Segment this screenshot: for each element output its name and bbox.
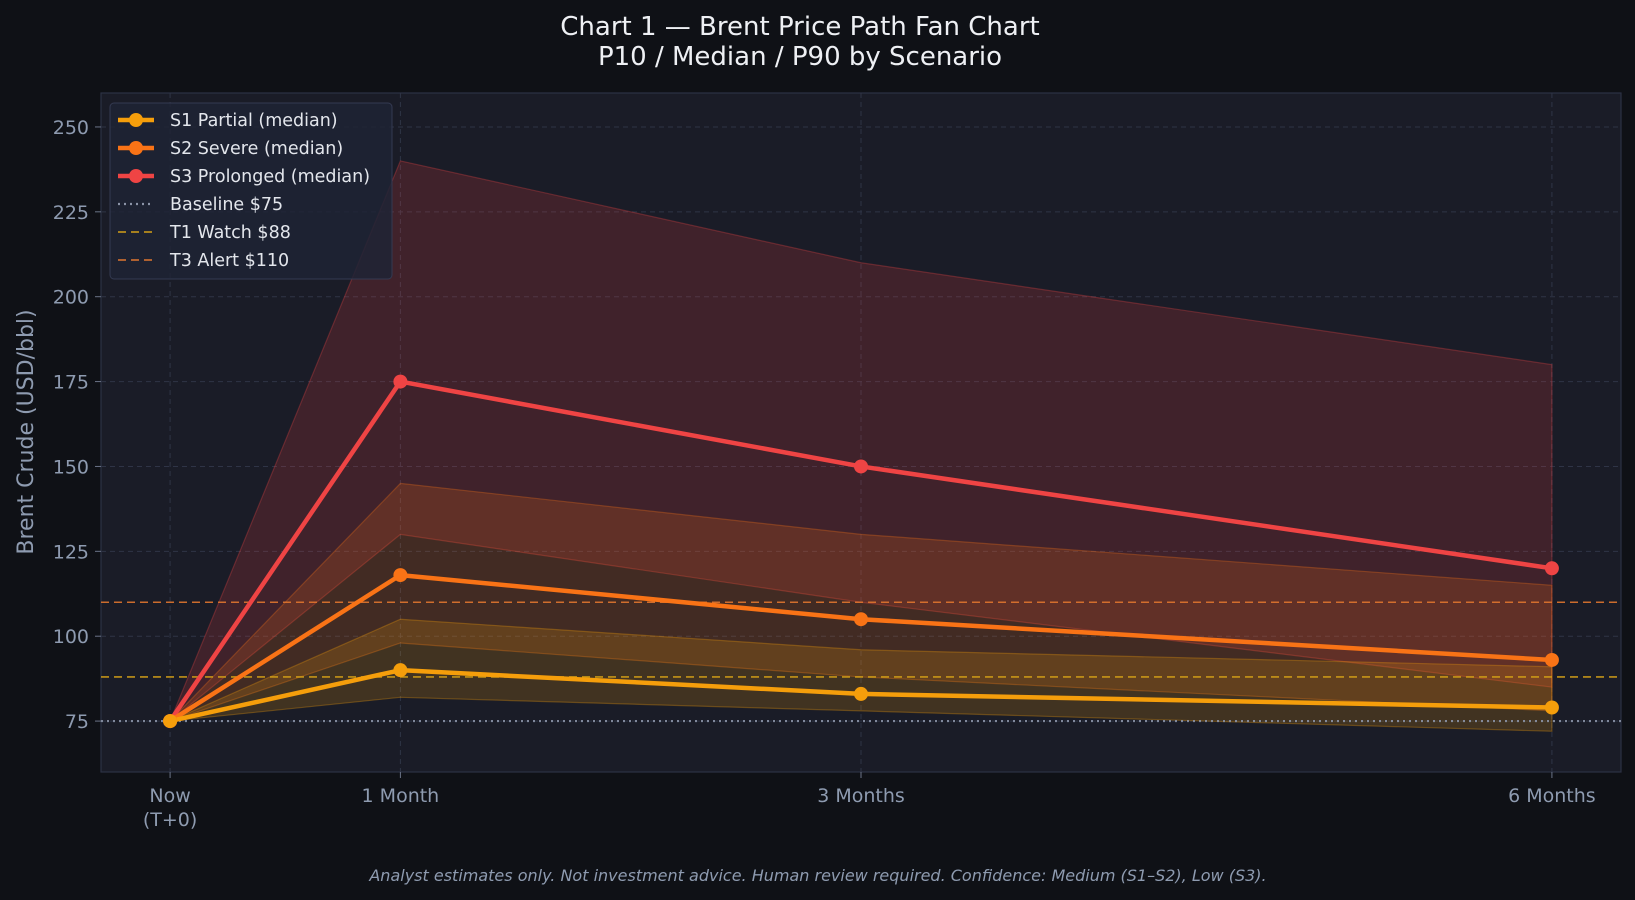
legend-label: T3 Alert $110	[169, 251, 289, 271]
median-point	[393, 374, 408, 389]
legend-swatch-marker	[129, 113, 143, 127]
y-tick-label: 225	[53, 202, 89, 224]
legend-label: S1 Partial (median)	[170, 111, 338, 131]
median-point	[854, 612, 868, 627]
legend-items: S1 Partial (median) S2 Severe (median) S3 …	[118, 111, 370, 271]
y-axis-label: Brent Crude (USD/bbl)	[14, 309, 39, 554]
median-lines	[163, 374, 1559, 729]
median-point	[393, 663, 408, 678]
x-tick-label: (T+0)	[143, 809, 197, 831]
y-tick-label: 200	[53, 287, 89, 309]
median-point	[854, 686, 868, 701]
p10-p90-band	[169, 618, 1553, 732]
legend-label: Baseline $75	[170, 195, 283, 215]
chart-title: Chart 1 — Brent Price Path Fan Chart	[560, 12, 1039, 42]
median-point	[1544, 700, 1559, 715]
footnote: Analyst estimates only. Not investment a…	[368, 866, 1266, 885]
y-tick-label: 150	[53, 456, 89, 478]
legend-box	[109, 102, 393, 280]
legend-label: S2 Severe (median)	[170, 139, 343, 159]
median-line	[167, 379, 1555, 724]
legend-swatch-marker	[129, 141, 143, 155]
p10-p90-band	[169, 160, 1553, 722]
y-tick-label: 250	[53, 117, 89, 139]
median-point	[1544, 561, 1559, 576]
legend-swatch-marker	[129, 169, 143, 183]
median-line	[167, 667, 1555, 724]
y-tick-label: 100	[53, 626, 89, 648]
x-tick-label: 6 Months	[1508, 785, 1596, 807]
x-tick-label: Now	[149, 785, 190, 807]
y-tick-label: 125	[53, 541, 89, 563]
legend: S1 Partial (median) S2 Severe (median) S3 …	[109, 102, 393, 280]
median-point	[854, 459, 868, 474]
median-point	[1544, 652, 1559, 667]
legend-label: S3 Prolonged (median)	[170, 167, 370, 187]
y-tick-label: 175	[53, 372, 89, 394]
y-axis-ticks: 75 100 125 150 175 200 225 250	[53, 117, 101, 733]
y-tick-label: 75	[65, 711, 89, 733]
x-axis-ticks: Now(T+0) 1 Month 3 Months 6 Months	[143, 772, 1596, 831]
chart-subtitle: P10 / Median / P90 by Scenario	[598, 42, 1002, 72]
x-tick-label: 3 Months	[817, 785, 905, 807]
median-point	[393, 568, 408, 583]
median-point	[163, 714, 178, 729]
x-tick-label: 1 Month	[362, 785, 440, 807]
legend-label: T1 Watch $88	[169, 223, 291, 243]
median-line	[167, 572, 1555, 724]
